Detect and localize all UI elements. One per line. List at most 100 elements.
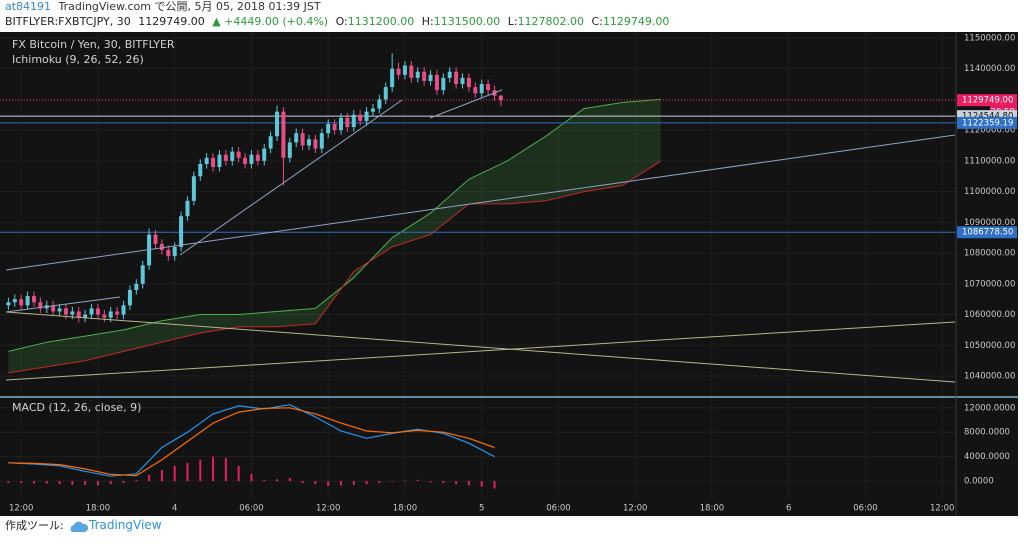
histogram-bar [467,481,470,486]
y-tick-label: 1040000.00 [964,372,1015,382]
candle-body [223,154,228,161]
candle-body [166,250,171,257]
histogram-bar [276,479,279,482]
histogram-bar [96,481,99,486]
last-price: 1129749.00 [138,15,204,28]
candle-body [479,84,484,94]
histogram-bar [403,480,406,482]
histogram-bar [314,481,317,485]
histogram-bar [378,481,381,483]
y-tick-label: 1070000.00 [964,279,1015,289]
histogram-bar [493,481,496,489]
candle-body [19,299,24,306]
candle-body [38,302,43,309]
candle-body [351,114,356,128]
x-tick-label: 18:00 [86,504,111,514]
candle-body [153,234,158,244]
histogram-bar [339,481,342,486]
candle-body [409,65,414,78]
candle-body [428,74,433,81]
plot [0,53,956,489]
histogram-bar [250,473,253,482]
macd-line [8,404,495,477]
candle-body [460,77,465,85]
candle-body [466,77,471,88]
candle-body [51,305,56,312]
candle-body [441,77,446,91]
candle-body [6,302,11,306]
candle-body [204,157,209,164]
y-tick-label: 4000.0000 [964,452,1010,462]
candle-body [249,154,254,164]
candle-body [185,200,190,217]
logo-icon [70,521,89,532]
candle-body [12,299,17,303]
price-label: 1124544.80 [962,112,1013,122]
user[interactable]: at84191 [5,0,51,13]
x-tick-label: 5 [479,504,484,514]
cloud-fill [8,99,661,373]
x-tick-label: 18:00 [393,504,418,514]
histogram-bar [135,479,138,482]
histogram-bar [263,479,266,482]
histogram-bar [365,481,368,485]
histogram-bar [20,481,23,483]
candle-body [498,95,503,101]
candle-body [89,308,94,315]
candle-body [364,111,369,121]
published: TradingView.com で公開, 5月 05, 2018 01:39 J… [58,0,321,13]
chart-title: FX Bitcoin / Yen, 30, BITFLYER [12,38,175,51]
candle-body [127,289,132,306]
candle-body [268,136,273,149]
brand[interactable]: TradingView [88,518,162,532]
histogram-bar [429,481,432,483]
histogram-bar [173,465,176,482]
histogram-bar [237,465,240,482]
histogram-bar [148,475,151,482]
macd-line [8,407,495,477]
candle-body [402,65,407,75]
histogram-bar [199,459,202,482]
candle-body [307,139,312,146]
candle-body [63,308,68,315]
x-tick-label: 12:00 [930,504,955,514]
x-tick-label: 6 [786,504,791,514]
y-tick-label: 1050000.00 [964,341,1015,351]
histogram-bar [352,481,355,485]
header-line-1: at84191 TradingView.com で公開, 5月 05, 2018… [5,0,321,13]
candle-body [236,151,241,158]
candle-body [25,296,30,306]
high-label: H: [422,15,434,28]
candle-body [70,311,75,315]
y-tick-label: 1080000.00 [964,249,1015,259]
price-label: 1086778.50 [962,228,1013,238]
span-b [8,160,662,374]
price-label-box [957,94,1017,107]
candle-body [486,84,491,91]
drawings [5,89,956,383]
candle-body [179,216,184,247]
candle-body [275,111,280,137]
low-label: L: [508,15,518,28]
x-tick-label: 12:00 [9,504,34,514]
candle-body [345,117,350,128]
histogram-bar [224,457,227,482]
histogram-bar [109,481,112,485]
candle-body [358,114,363,121]
histogram-bar [84,481,87,485]
candle-body [377,99,382,109]
y-tick-label: 1120000.00 [964,126,1015,136]
candle-body [217,154,222,168]
candle-body [191,176,196,201]
candle-body [262,148,267,161]
candle-body [115,311,120,315]
x-tick-label: 4 [172,504,177,514]
candle-body [211,157,216,168]
candle-body [326,123,331,134]
close-label: C: [592,15,603,28]
indicator-title: Ichimoku (9, 26, 52, 26) [12,53,144,66]
candle-body [294,133,299,143]
trend-line [5,321,956,381]
